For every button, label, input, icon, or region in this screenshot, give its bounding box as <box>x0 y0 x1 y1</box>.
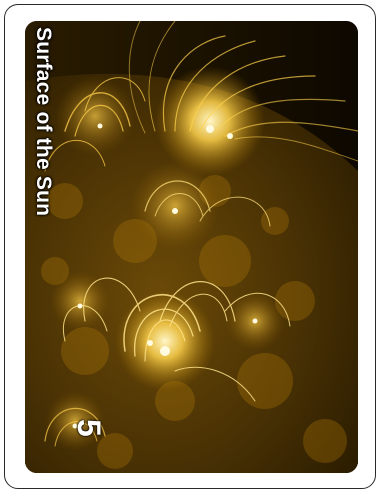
playing-card[interactable]: Surface of the Sun 5 <box>4 4 376 489</box>
sun-surface-illustration <box>25 21 358 473</box>
sun-surface-image <box>25 21 358 473</box>
card-title: Surface of the Sun <box>32 27 55 217</box>
card-value: 5 <box>71 419 107 437</box>
